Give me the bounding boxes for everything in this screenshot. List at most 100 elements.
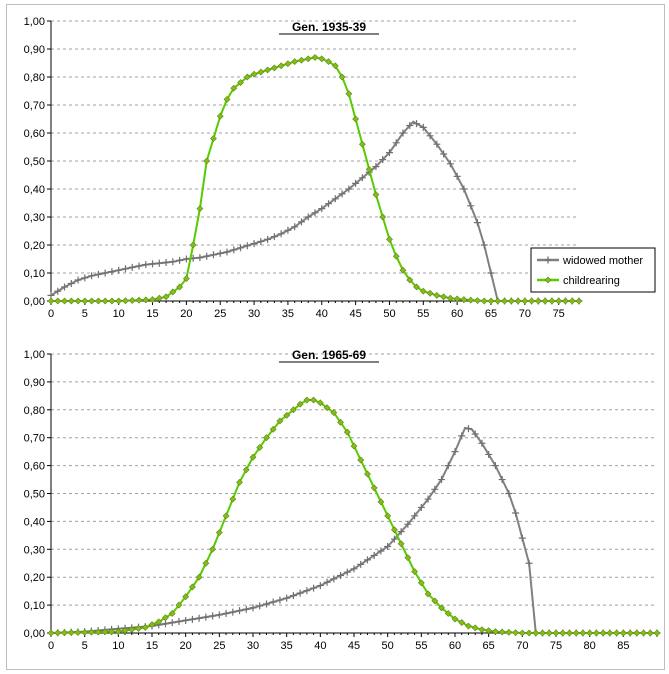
data-point-marker: [478, 439, 486, 447]
data-point-marker: [451, 615, 459, 623]
data-point-marker: [135, 296, 143, 304]
data-point-marker: [444, 610, 452, 617]
y-tick-label: 0,60: [24, 461, 45, 473]
data-point-marker: [88, 297, 96, 305]
data-point-marker: [304, 55, 312, 63]
data-point-marker: [440, 150, 448, 158]
data-point-marker: [480, 241, 488, 249]
data-point-marker: [195, 614, 203, 622]
gridlines: [51, 20, 579, 274]
data-point-marker: [176, 283, 184, 291]
x-tick-label: 5: [82, 308, 88, 320]
data-point-marker: [215, 611, 223, 619]
x-tick-label: 20: [180, 640, 192, 652]
y-tick-label: 0,30: [24, 212, 45, 224]
data-point-marker: [303, 396, 311, 404]
data-point-marker: [291, 58, 299, 66]
data-point-marker: [343, 428, 351, 436]
y-tick-label: 0,50: [24, 156, 45, 168]
data-point-marker: [406, 276, 414, 284]
y-tick-label: 0,00: [24, 296, 45, 308]
legend: widowed mother childrearing: [530, 247, 656, 293]
data-point-marker: [122, 297, 129, 305]
chart-canvas: Gen. 1935-39 0,00 0,10 0,20 0,30 0,40 0,50 0,6…: [24, 16, 661, 652]
data-point-marker: [505, 490, 513, 497]
data-point-marker: [162, 614, 169, 622]
data-point-marker: [115, 266, 123, 274]
data-point-marker: [168, 619, 176, 627]
data-point-marker: [81, 274, 89, 282]
data-point-marker: [338, 73, 346, 81]
data-point-marker: [303, 587, 311, 595]
data-point-marker: [250, 240, 258, 248]
data-point-marker: [182, 255, 190, 263]
y-tick-label: 0,40: [24, 184, 45, 196]
data-point-marker: [331, 62, 339, 70]
data-point-marker: [262, 600, 270, 608]
data-point-marker: [162, 293, 170, 301]
data-point-marker: [485, 627, 493, 635]
data-point-marker: [243, 242, 251, 250]
data-point-marker: [188, 615, 196, 623]
data-point-marker: [426, 132, 434, 140]
data-point-marker: [149, 260, 157, 268]
data-point-marker: [406, 122, 414, 130]
data-point-marker: [397, 540, 405, 548]
data-point-marker: [431, 597, 439, 605]
chart-title: Gen. 1965-69: [292, 348, 366, 362]
data-point-marker: [155, 259, 163, 267]
data-point-marker: [189, 241, 197, 249]
data-point-marker: [487, 269, 495, 277]
x-tick-label: 20: [180, 308, 192, 320]
data-point-marker: [270, 233, 278, 241]
data-point-marker: [47, 297, 55, 305]
data-point-marker: [182, 616, 190, 624]
data-point-marker: [215, 529, 223, 536]
chart-gen-1935-39: Gen. 1935-39 0,00 0,10 0,20 0,30 0,40 0,50 0,6…: [24, 16, 583, 320]
data-point-marker: [417, 579, 425, 587]
data-point-marker: [256, 444, 264, 451]
y-tick-label: 0,70: [24, 433, 45, 445]
data-point-marker: [242, 466, 250, 474]
data-point-marker: [128, 297, 136, 304]
x-tick-label: 55: [417, 308, 429, 320]
data-point-marker: [310, 584, 318, 592]
data-point-marker: [277, 62, 285, 70]
data-point-marker: [485, 450, 493, 458]
data-point-marker: [202, 613, 210, 621]
data-point-marker: [579, 629, 587, 637]
data-point-marker: [433, 291, 441, 299]
x-tick-label: 0: [48, 640, 54, 652]
data-point-marker: [141, 623, 149, 631]
data-point-marker: [460, 296, 468, 304]
x-tick-label: 35: [282, 308, 294, 320]
data-point-marker: [316, 582, 324, 590]
data-point-marker: [566, 629, 573, 637]
data-point-marker: [473, 219, 481, 227]
data-point-marker: [249, 453, 257, 461]
data-point-marker: [229, 495, 237, 503]
data-point-marker: [269, 425, 277, 433]
x-tick-label: 35: [281, 640, 293, 652]
data-point-marker: [257, 238, 265, 245]
y-tick-label: 0,20: [24, 240, 45, 252]
data-point-marker: [399, 266, 407, 274]
data-point-marker: [446, 160, 454, 168]
chart-frame: Gen. 1935-39 0,00 0,10 0,20 0,30 0,40 0,50 0,6…: [6, 4, 665, 670]
data-point-marker: [390, 526, 398, 534]
series-childrearing: [47, 53, 583, 305]
data-point-marker: [311, 209, 319, 217]
data-point-marker: [330, 409, 338, 417]
y-tick-label: 0,80: [24, 72, 45, 84]
data-point-marker: [417, 503, 425, 511]
data-point-marker: [310, 396, 318, 404]
data-point-marker: [297, 218, 305, 226]
y-tick-label: 0,50: [24, 489, 45, 501]
data-point-marker: [507, 297, 515, 305]
data-point-marker: [633, 629, 641, 637]
chart-title: Gen. 1935-39: [292, 20, 366, 34]
data-point-marker: [464, 425, 472, 433]
data-point-marker: [222, 609, 230, 617]
data-point-marker: [465, 622, 472, 630]
data-point-marker: [343, 568, 351, 576]
